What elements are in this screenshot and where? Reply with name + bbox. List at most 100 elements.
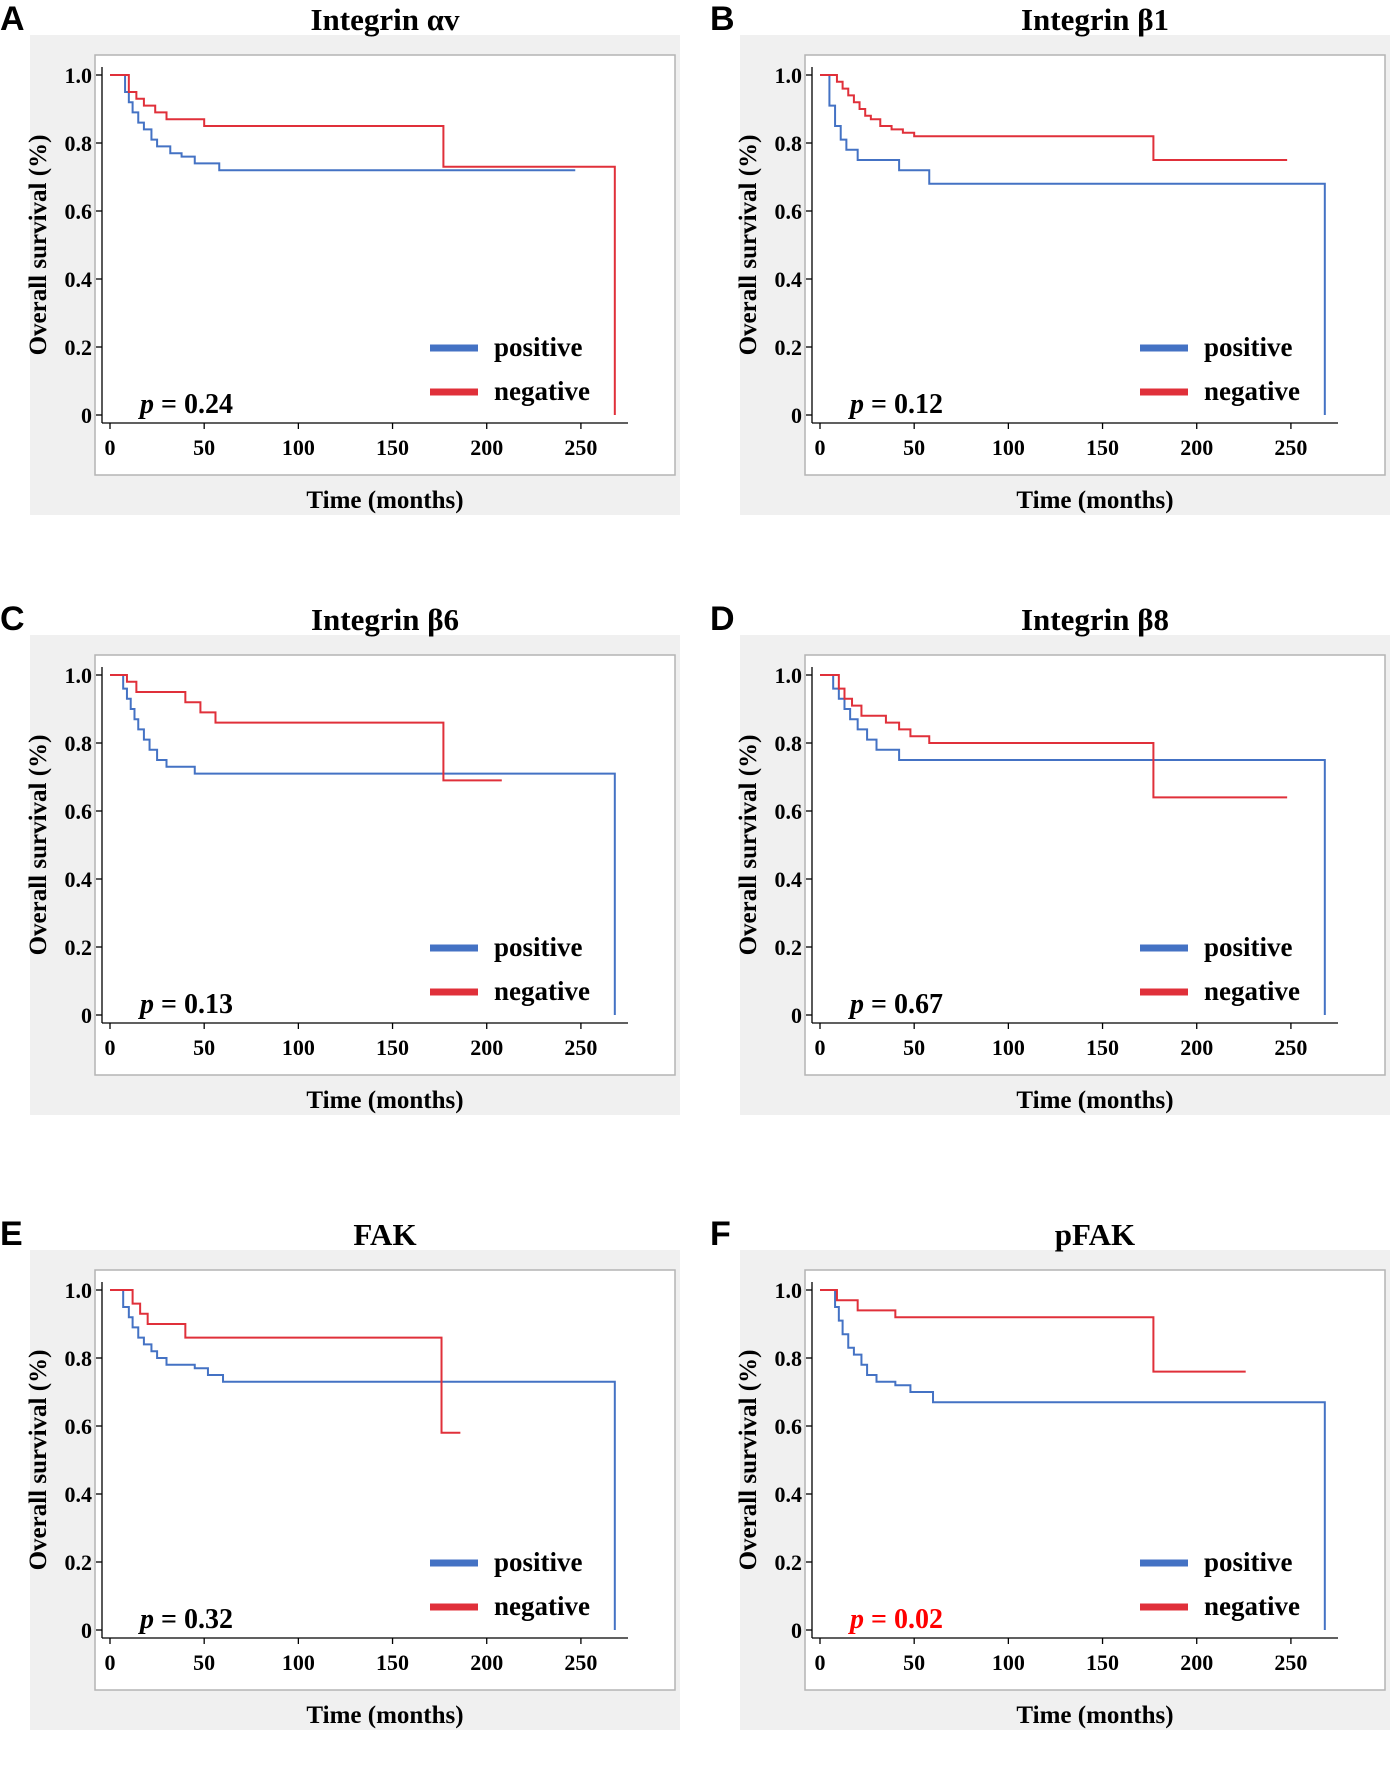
p-equals: = bbox=[154, 989, 184, 1020]
x-tick-label: 50 bbox=[903, 1035, 925, 1060]
y-tick-label: 0.8 bbox=[65, 131, 93, 156]
p-equals: = bbox=[864, 389, 894, 420]
x-axis-label: Time (months) bbox=[306, 1087, 463, 1114]
x-tick-label: 100 bbox=[282, 435, 315, 460]
y-tick-label: 0.6 bbox=[65, 1414, 93, 1439]
survival-curve-positive bbox=[110, 1289, 616, 1630]
p-value: 0.12 bbox=[894, 389, 943, 420]
x-tick-label: 100 bbox=[992, 435, 1025, 460]
p-value: 0.67 bbox=[894, 989, 943, 1020]
x-tick-label: 150 bbox=[376, 1035, 409, 1060]
legend-label-negative: negative bbox=[494, 976, 590, 1006]
y-tick-label: 0.4 bbox=[65, 867, 93, 892]
survival-curve-negative bbox=[820, 74, 1288, 161]
x-tick-label: 200 bbox=[1180, 435, 1213, 460]
legend-label-positive: positive bbox=[494, 1547, 583, 1577]
legend-label-positive: positive bbox=[1204, 932, 1293, 962]
plot-area bbox=[804, 54, 1386, 476]
survival-curve-positive bbox=[820, 74, 1326, 415]
survival-curve-positive bbox=[820, 1289, 1326, 1630]
y-tick-label: 1.0 bbox=[775, 1278, 803, 1303]
x-tick-label: 200 bbox=[1180, 1650, 1213, 1675]
y-axis-label: Overall survival (%) bbox=[735, 135, 762, 356]
legend-label-positive: positive bbox=[1204, 332, 1293, 362]
p-symbol: p bbox=[138, 989, 154, 1020]
p-symbol: p bbox=[848, 989, 864, 1020]
x-tick-label: 250 bbox=[1274, 1650, 1307, 1675]
survival-curve-positive bbox=[110, 674, 616, 1015]
panel-letter: B bbox=[710, 0, 735, 38]
y-tick-label: 0.4 bbox=[775, 267, 803, 292]
y-tick-label: 0.4 bbox=[65, 1482, 93, 1507]
p-value-text: p = 0.12 bbox=[848, 389, 943, 420]
chart-title: Integrin αv bbox=[310, 2, 460, 37]
x-tick-label: 200 bbox=[1180, 1035, 1213, 1060]
x-tick-label: 200 bbox=[470, 435, 503, 460]
y-tick-label: 0 bbox=[791, 403, 802, 428]
y-tick-label: 0.8 bbox=[775, 1346, 803, 1371]
y-tick-label: 0.8 bbox=[65, 731, 93, 756]
p-symbol: p bbox=[848, 1604, 864, 1635]
x-tick-label: 100 bbox=[992, 1035, 1025, 1060]
x-axis-label: Time (months) bbox=[306, 1702, 463, 1729]
y-tick-label: 1.0 bbox=[65, 663, 93, 688]
x-tick-label: 150 bbox=[1086, 1650, 1119, 1675]
x-tick-label: 0 bbox=[815, 435, 826, 460]
x-tick-label: 100 bbox=[992, 1650, 1025, 1675]
km-chart-svg: D Integrin β8 0 0.2 0.4 0.6 0.8 1.0 0 50 100 150 200… bbox=[710, 600, 1390, 1115]
legend-label-negative: negative bbox=[1204, 376, 1300, 406]
x-tick-label: 150 bbox=[376, 1650, 409, 1675]
y-tick-label: 1.0 bbox=[775, 63, 803, 88]
x-axis-label: Time (months) bbox=[1016, 1702, 1173, 1729]
legend-label-negative: negative bbox=[494, 376, 590, 406]
x-tick-label: 50 bbox=[193, 1650, 215, 1675]
x-tick-label: 250 bbox=[564, 1035, 597, 1060]
x-tick-label: 250 bbox=[1274, 435, 1307, 460]
survival-curve-negative bbox=[820, 1289, 1246, 1373]
y-tick-label: 0.2 bbox=[65, 935, 93, 960]
legend-label-negative: negative bbox=[1204, 976, 1300, 1006]
y-tick-label: 0 bbox=[81, 1003, 92, 1028]
chart-title: FAK bbox=[353, 1217, 416, 1252]
chart-title: pFAK bbox=[1055, 1217, 1135, 1252]
survival-curve-negative bbox=[110, 674, 502, 782]
panel-letter: E bbox=[0, 1215, 23, 1253]
p-value-text: p = 0.67 bbox=[848, 989, 943, 1020]
y-tick-label: 0 bbox=[791, 1003, 802, 1028]
y-tick-label: 0.2 bbox=[775, 335, 803, 360]
y-tick-label: 0.2 bbox=[775, 1550, 803, 1575]
p-value: 0.02 bbox=[894, 1604, 943, 1635]
y-tick-label: 0.8 bbox=[775, 131, 803, 156]
p-value-text: p = 0.24 bbox=[138, 389, 233, 420]
p-value: 0.13 bbox=[184, 989, 233, 1020]
p-symbol: p bbox=[848, 389, 864, 420]
x-tick-label: 150 bbox=[1086, 1035, 1119, 1060]
x-tick-label: 50 bbox=[903, 435, 925, 460]
y-tick-label: 0.4 bbox=[65, 267, 93, 292]
y-tick-label: 0 bbox=[791, 1618, 802, 1643]
panel-letter: F bbox=[710, 1215, 731, 1253]
chart-title: Integrin β1 bbox=[1021, 2, 1169, 37]
y-tick-label: 0.6 bbox=[775, 199, 803, 224]
legend-label-positive: positive bbox=[494, 932, 583, 962]
x-tick-label: 150 bbox=[1086, 435, 1119, 460]
plot-area bbox=[804, 654, 1386, 1076]
y-tick-label: 0.4 bbox=[775, 867, 803, 892]
y-tick-label: 0.2 bbox=[65, 1550, 93, 1575]
x-axis-label: Time (months) bbox=[1016, 487, 1173, 514]
x-axis-label: Time (months) bbox=[306, 487, 463, 514]
chart-title: Integrin β8 bbox=[1021, 602, 1169, 637]
km-panel-a: A Integrin αv 0 0.2 0.4 0.6 0.8 1.0 0 50 100 150 200… bbox=[0, 0, 690, 550]
x-tick-label: 50 bbox=[193, 435, 215, 460]
km-panel-e: E FAK 0 0.2 0.4 0.6 0.8 1.0 0 50 100 150 200 250 Time … bbox=[0, 1215, 690, 1765]
x-tick-label: 100 bbox=[282, 1035, 315, 1060]
y-tick-label: 0.6 bbox=[65, 199, 93, 224]
y-tick-label: 0.6 bbox=[775, 1414, 803, 1439]
y-tick-label: 1.0 bbox=[65, 1278, 93, 1303]
plot-area bbox=[94, 1269, 676, 1691]
km-panel-b: B Integrin β1 0 0.2 0.4 0.6 0.8 1.0 0 50 100 150 200… bbox=[710, 0, 1400, 550]
survival-curve-negative bbox=[110, 74, 616, 415]
km-chart-svg: A Integrin αv 0 0.2 0.4 0.6 0.8 1.0 0 50 100 150 200… bbox=[0, 0, 680, 515]
